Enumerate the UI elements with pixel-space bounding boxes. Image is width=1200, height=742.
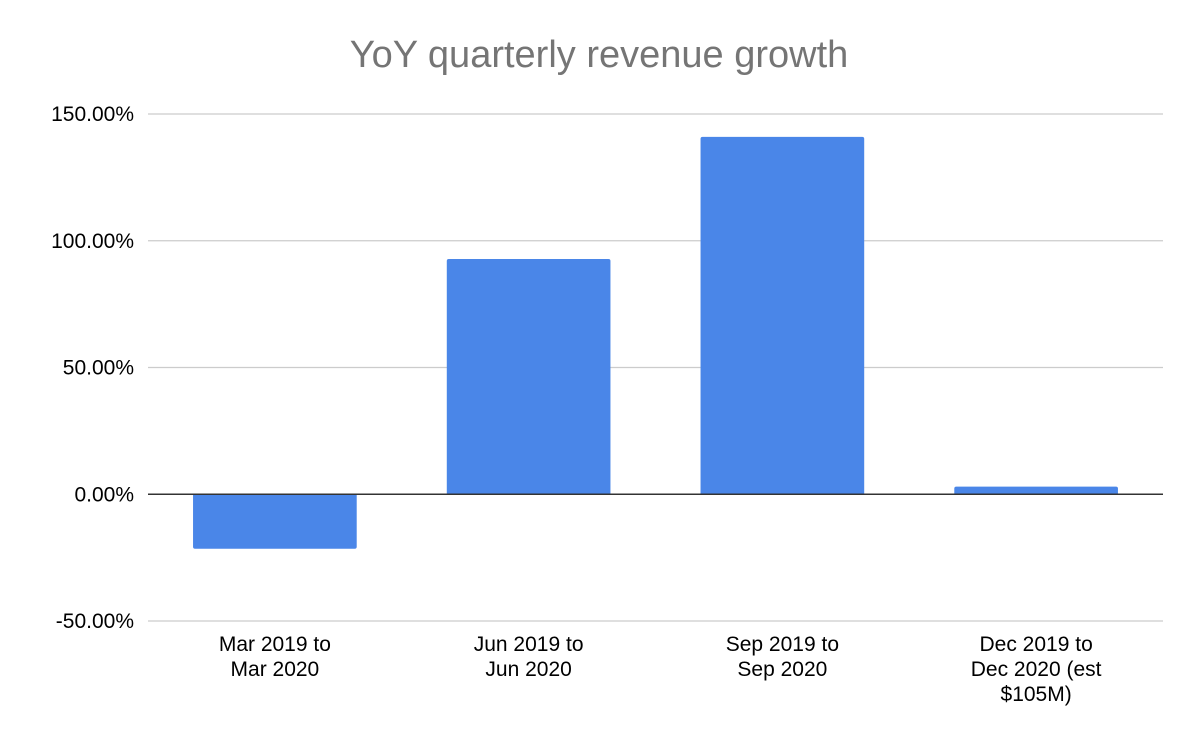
y-tick-label: 50.00% [63, 357, 134, 380]
x-category-label-line: Dec 2019 to [980, 633, 1093, 656]
x-category-label-line: Jun 2020 [485, 658, 571, 681]
bar-2 [446, 259, 611, 495]
x-category-label-line: Jun 2019 to [474, 633, 584, 656]
x-category-label: Jun 2019 to Jun 2020 [474, 633, 584, 681]
bar-1 [193, 494, 357, 549]
x-category-label: Mar 2019 to Mar 2020 [219, 633, 331, 681]
gridlines [148, 113, 1163, 622]
y-tick-label: 100.00% [51, 230, 134, 253]
x-axis-categories: Mar 2019 to Mar 2020 Jun 2019 to Jun 2020 Se… [219, 633, 1102, 706]
chart-title: YoY quarterly revenue growth [350, 34, 849, 76]
y-tick-label: 150.00% [51, 103, 134, 126]
y-axis-ticks: 150.00% 100.00% 50.00% 0.00% -50.00% [51, 103, 134, 633]
bar-3 [700, 136, 865, 495]
y-tick-label: 0.00% [74, 483, 134, 506]
bar-4 [954, 486, 1118, 495]
y-tick-label: -50.00% [56, 610, 134, 633]
x-category-label-line: Sep 2020 [737, 658, 827, 681]
x-category-label: Sep 2019 to Sep 2020 [726, 633, 839, 681]
x-category-label-line: Mar 2020 [231, 658, 320, 681]
x-category-label-line: $105M) [1001, 683, 1072, 706]
x-category-label-line: Mar 2019 to [219, 633, 331, 656]
x-category-label-line: Sep 2019 to [726, 633, 839, 656]
x-category-label-line: Dec 2020 (est [971, 658, 1102, 681]
x-category-label: Dec 2019 to Dec 2020 (est $105M) [971, 633, 1102, 706]
bars [193, 136, 1118, 549]
